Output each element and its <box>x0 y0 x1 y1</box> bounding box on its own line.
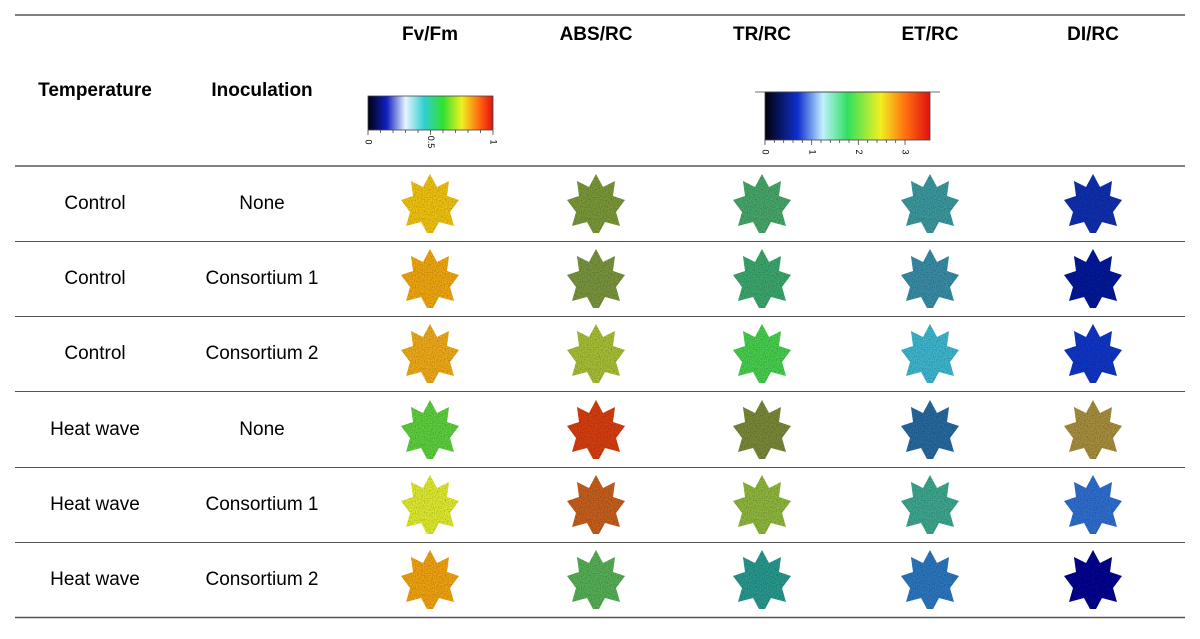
leaf-image <box>1064 550 1122 609</box>
colorbar <box>367 95 494 131</box>
leaf-image <box>901 249 959 308</box>
leaf-image <box>567 324 625 383</box>
leaf-image <box>1064 324 1122 383</box>
temperature-cell: Control <box>64 268 125 289</box>
inoculation-cell: Consortium 2 <box>206 343 319 364</box>
column-header: TR/RC <box>733 24 791 45</box>
leaf-image <box>567 475 625 534</box>
leaf-image <box>1064 400 1122 459</box>
colorbar-tick-label: 2 <box>854 149 864 154</box>
column-header: Inoculation <box>211 80 312 101</box>
colorbar-tick-label: 0 <box>761 149 771 154</box>
leaf-image <box>401 400 459 459</box>
leaf-image <box>567 249 625 308</box>
colorbar-tick-label: 0 <box>364 139 374 144</box>
leaf-image <box>733 174 791 233</box>
leaf-image <box>401 324 459 383</box>
leaf-image <box>1064 475 1122 534</box>
colorbar-tick-label: 1 <box>489 139 499 144</box>
temperature-cell: Heat wave <box>50 494 140 515</box>
column-header: DI/RC <box>1067 24 1119 45</box>
temperature-cell: Control <box>64 343 125 364</box>
leaf-image <box>733 400 791 459</box>
leaf-image <box>901 475 959 534</box>
column-header: Temperature <box>38 80 152 101</box>
colorbar-tick-label: 1 <box>807 149 817 154</box>
leaf-image <box>401 249 459 308</box>
leaf-image <box>567 174 625 233</box>
leaf-image <box>733 550 791 609</box>
leaf-image <box>901 324 959 383</box>
leaf-image <box>401 174 459 233</box>
leaf-image <box>567 550 625 609</box>
inoculation-cell: Consortium 1 <box>206 268 319 289</box>
column-header: ET/RC <box>902 24 959 45</box>
temperature-cell: Control <box>64 193 125 214</box>
leaf-image <box>733 475 791 534</box>
leaf-image <box>567 400 625 459</box>
leaf-image <box>1064 249 1122 308</box>
leaf-image <box>733 324 791 383</box>
inoculation-cell: Consortium 2 <box>206 569 319 590</box>
inoculation-cell: Consortium 1 <box>206 494 319 515</box>
leaf-image <box>401 475 459 534</box>
leaf-image <box>1064 174 1122 233</box>
colorbar-tick-label: 0.5 <box>426 136 436 149</box>
leaf-image <box>401 550 459 609</box>
leaf-image <box>733 249 791 308</box>
leaf-image <box>901 400 959 459</box>
inoculation-cell: None <box>239 193 284 214</box>
leaf-image <box>901 550 959 609</box>
colorbar <box>764 91 931 141</box>
inoculation-cell: None <box>239 419 284 440</box>
column-header: ABS/RC <box>560 24 633 45</box>
temperature-cell: Heat wave <box>50 569 140 590</box>
leaf-image <box>901 174 959 233</box>
temperature-cell: Heat wave <box>50 419 140 440</box>
column-header: Fv/Fm <box>402 24 458 45</box>
colorbar-tick-label: 3 <box>901 149 911 154</box>
